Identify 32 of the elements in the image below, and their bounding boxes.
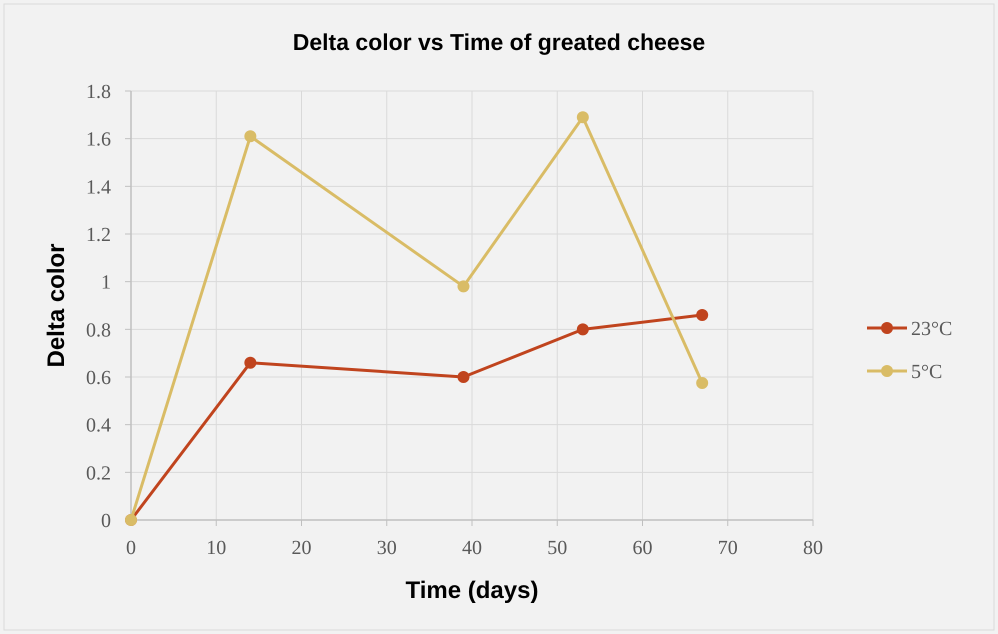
point [244, 356, 256, 369]
y-tick-label: 1.2 [86, 224, 111, 246]
y-tick-label: 0 [101, 510, 111, 532]
x-tick-label: 80 [803, 537, 823, 559]
x-tick-label: 40 [462, 537, 482, 559]
y-tick-label: 0.6 [86, 367, 111, 389]
x-tick-label: 60 [632, 537, 652, 559]
y-tick-label: 1.8 [86, 81, 111, 103]
point [576, 111, 589, 124]
legend-label: 5°C [911, 361, 942, 383]
x-tick-label: 20 [292, 537, 312, 559]
point [457, 371, 470, 383]
x-tick-label: 0 [126, 537, 136, 559]
y-tick-label: 1 [101, 272, 111, 294]
y-tick-label: 0.2 [86, 462, 111, 484]
y-tick-label: 0.8 [86, 319, 111, 342]
y-tick-label: 1.6 [86, 128, 111, 151]
x-tick-label: 10 [206, 537, 226, 559]
legend-label: 23°C [911, 318, 952, 340]
y-axis-title: Delta color [43, 243, 70, 368]
x-tick-label: 30 [376, 537, 397, 559]
point [576, 323, 589, 336]
point [244, 130, 256, 142]
x-axis-title: Time (days) [406, 577, 538, 604]
x-tick-label: 70 [718, 537, 738, 559]
x-tick-label: 50 [547, 537, 568, 559]
y-tick-label: 0.4 [86, 414, 111, 437]
point [457, 280, 470, 292]
point [696, 309, 708, 322]
chart-title: Delta color vs Time of greated cheese [292, 29, 706, 55]
y-tick-label: 1.4 [86, 176, 111, 198]
point [696, 376, 708, 389]
